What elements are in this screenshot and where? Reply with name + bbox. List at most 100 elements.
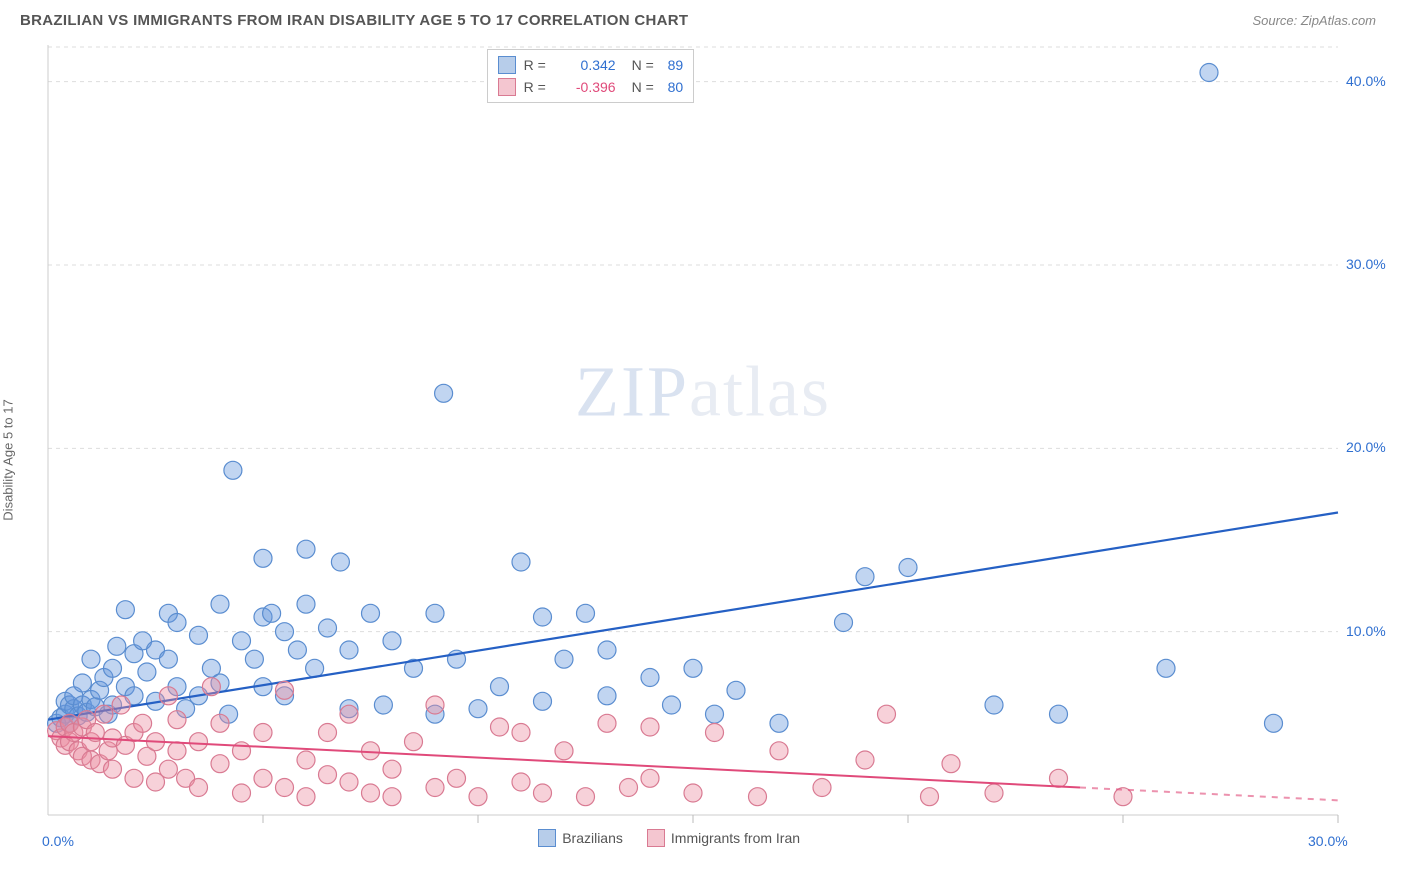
data-point [383,632,401,650]
data-point [168,711,186,729]
legend-label: Immigrants from Iran [671,830,800,846]
series-swatch [498,78,516,96]
data-point [224,461,242,479]
data-point [233,784,251,802]
data-point [985,696,1003,714]
data-point [297,540,315,558]
data-point [1157,659,1175,677]
data-point [770,742,788,760]
data-point [512,773,530,791]
r-label: R = [524,79,552,95]
data-point [921,788,939,806]
data-point [491,678,509,696]
r-value: 0.342 [560,57,616,73]
chart-container: Disability Age 5 to 17 ZIPatlas R =0.342… [0,35,1406,885]
n-label: N = [632,79,660,95]
data-point [491,718,509,736]
data-point [426,696,444,714]
data-point [319,724,337,742]
data-point [190,626,208,644]
n-label: N = [632,57,660,73]
data-point [878,705,896,723]
data-point [104,760,122,778]
data-point [95,705,113,723]
data-point [362,742,380,760]
data-point [190,779,208,797]
data-point [125,769,143,787]
data-point [598,714,616,732]
data-point [620,779,638,797]
data-point [641,769,659,787]
data-point [383,788,401,806]
y-axis-label: Disability Age 5 to 17 [1,399,16,520]
data-point [297,788,315,806]
x-axis-max-label: 30.0% [1308,833,1348,849]
data-point [706,724,724,742]
legend-swatch [538,829,556,847]
r-value: -0.396 [560,79,616,95]
data-point [448,769,466,787]
data-point [663,696,681,714]
data-point [856,751,874,769]
data-point [534,608,552,626]
n-value: 80 [668,79,684,95]
data-point [577,604,595,622]
data-point [1050,705,1068,723]
data-point [138,663,156,681]
data-point [469,700,487,718]
legend-item: Brazilians [538,829,623,847]
data-point [469,788,487,806]
data-point [73,674,91,692]
data-point [706,705,724,723]
data-point [82,650,100,668]
data-point [233,632,251,650]
data-point [340,705,358,723]
data-point [426,604,444,622]
data-point [276,681,294,699]
data-point [555,650,573,668]
data-point [512,553,530,571]
data-point [684,659,702,677]
data-point [211,714,229,732]
data-point [168,614,186,632]
data-point [435,384,453,402]
data-point [555,742,573,760]
legend-label: Brazilians [562,830,623,846]
data-point [202,678,220,696]
data-point [374,696,392,714]
data-point [211,595,229,613]
data-point [727,681,745,699]
data-point [297,751,315,769]
data-point [641,718,659,736]
data-point [899,559,917,577]
legend-item: Immigrants from Iran [647,829,800,847]
data-point [254,769,272,787]
data-point [942,755,960,773]
source-attribution: Source: ZipAtlas.com [1252,13,1376,28]
stats-row: R = -0.396 N = 80 [498,76,684,98]
data-point [835,614,853,632]
data-point [598,687,616,705]
data-point [534,784,552,802]
data-point [168,742,186,760]
data-point [104,659,122,677]
data-point [426,779,444,797]
data-point [577,788,595,806]
data-point [770,714,788,732]
data-point [263,604,281,622]
data-point [319,766,337,784]
correlation-stats-box: R = 0.342 N = 89 R = -0.396 N = 80 [487,49,695,103]
x-axis-min-label: 0.0% [42,833,74,849]
data-point [1200,64,1218,82]
series-swatch [498,56,516,74]
data-point [254,724,272,742]
data-point [1265,714,1283,732]
legend-swatch [647,829,665,847]
data-point [108,637,126,655]
data-point [405,733,423,751]
data-point [749,788,767,806]
n-value: 89 [668,57,684,73]
data-point [362,784,380,802]
data-point [211,755,229,773]
data-point [641,669,659,687]
